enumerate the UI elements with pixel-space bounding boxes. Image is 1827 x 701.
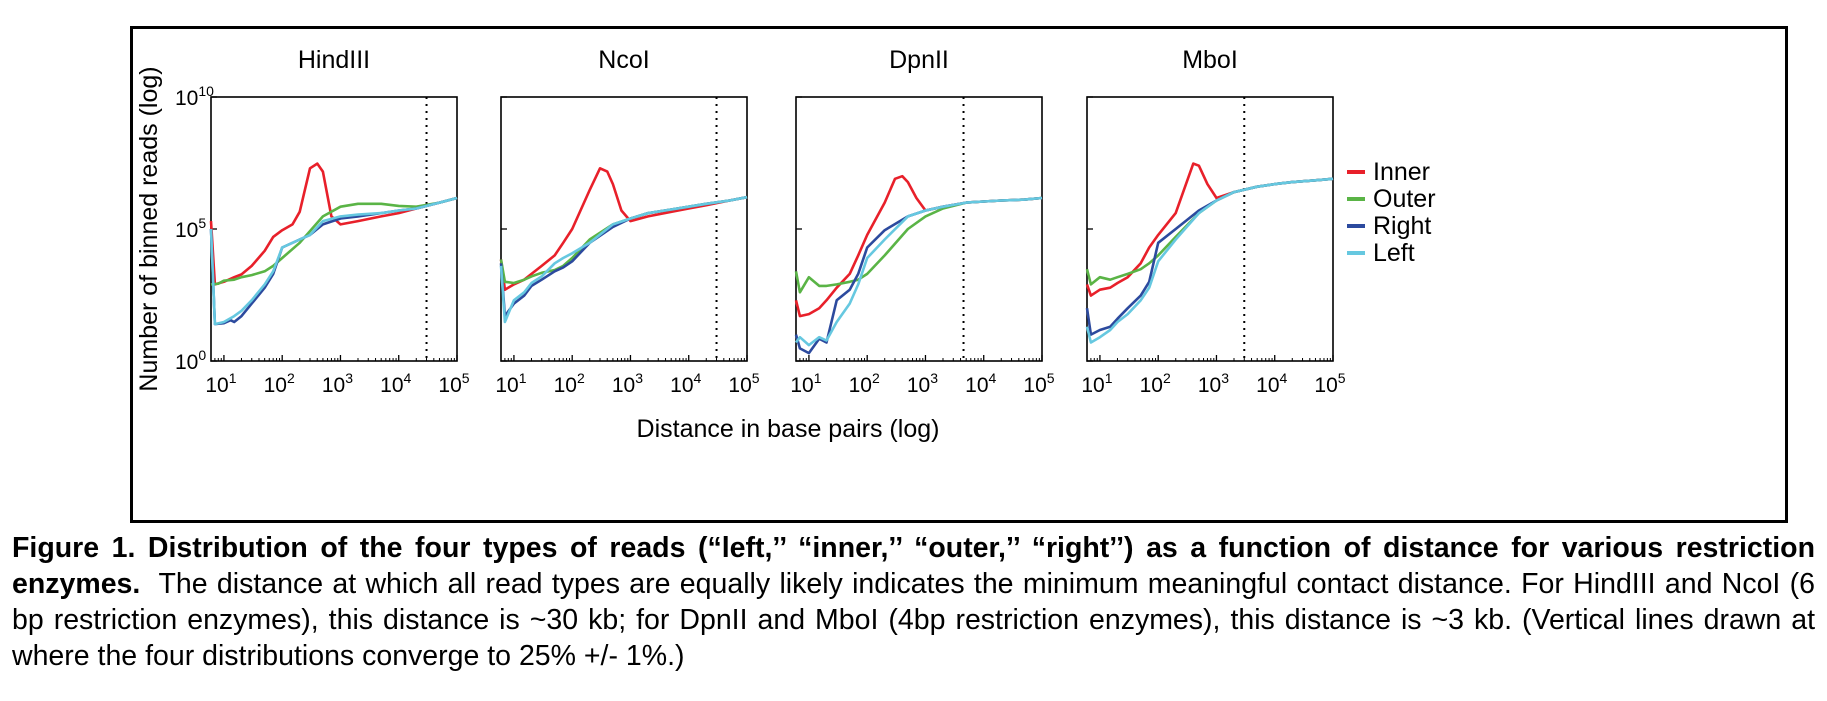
- caption-title: Figure 1. Distribution of the four types…: [12, 532, 1815, 600]
- plot-frame: [500, 96, 748, 362]
- x-tick-label: 102: [264, 370, 295, 397]
- panel-mboi: MboI 101 102 103 104 105: [1081, 46, 1345, 397]
- panel-title: HindIII: [298, 46, 370, 74]
- legend-label-left: Left: [1373, 239, 1415, 267]
- series-line-inner: [794, 174, 1043, 318]
- y-tick-label: 100: [175, 347, 206, 374]
- caption-body: The distance at which all read types are…: [12, 568, 1816, 672]
- legend-label-outer: Outer: [1373, 185, 1436, 213]
- legend-label-right: Right: [1373, 212, 1431, 240]
- figure-caption: Figure 1. Distribution of the four types…: [12, 530, 1815, 674]
- x-tick-label: 105: [728, 370, 759, 397]
- figure-frame: HindIII 101 102 103 104 105 100 105 1010 NcoI 101 1…: [130, 26, 1788, 523]
- x-axis-label: Distance in base pairs (log): [637, 415, 940, 443]
- panel-dpnii: DpnII 101 102 103 104 105: [790, 46, 1054, 397]
- x-tick-label: 105: [438, 370, 469, 397]
- panel-hindiii: HindIII 101 102 103 104 105 100 105 1010: [175, 46, 470, 397]
- plot-frame: [210, 96, 458, 362]
- chart-figure: HindIII 101 102 103 104 105 100 105 1010 NcoI 101 1…: [135, 46, 1436, 443]
- legend-label-inner: Inner: [1373, 158, 1430, 186]
- series-line-left: [1085, 177, 1334, 344]
- x-tick-label: 103: [1198, 370, 1229, 397]
- x-tick-label: 103: [907, 370, 938, 397]
- panel-ncoi: NcoI 101 102 103 104 105: [495, 46, 759, 397]
- y-tick-label: 105: [175, 215, 206, 242]
- x-tick-label: 104: [380, 370, 411, 397]
- series-line-right: [1085, 177, 1334, 336]
- series-line-left: [794, 196, 1043, 347]
- x-tick-label: 101: [1081, 370, 1112, 397]
- x-tick-label: 101: [495, 370, 526, 397]
- panel-title: DpnII: [889, 46, 949, 74]
- x-tick-label: 104: [965, 370, 996, 397]
- x-tick-label: 105: [1023, 370, 1054, 397]
- panel-title: MboI: [1182, 46, 1238, 74]
- x-tick-label: 102: [849, 370, 880, 397]
- series-line-inner: [499, 167, 748, 292]
- x-tick-label: 104: [670, 370, 701, 397]
- x-tick-label: 101: [205, 370, 236, 397]
- x-tick-label: 103: [612, 370, 643, 397]
- panel-title: NcoI: [598, 46, 649, 74]
- x-tick-label: 103: [322, 370, 353, 397]
- x-tick-label: 105: [1314, 370, 1345, 397]
- x-tick-label: 101: [790, 370, 821, 397]
- series-line-left: [209, 196, 458, 326]
- x-tick-label: 102: [554, 370, 585, 397]
- x-tick-label: 102: [1140, 370, 1171, 397]
- series-line-left: [499, 195, 748, 324]
- plot-frame: [1086, 96, 1334, 362]
- y-tick-label: 1010: [175, 83, 214, 110]
- series-line-outer: [1085, 177, 1334, 286]
- series-line-inner: [209, 162, 458, 286]
- y-axis-label: Number of binned reads (log): [135, 66, 163, 391]
- series-line-outer: [210, 196, 458, 286]
- x-tick-label: 104: [1256, 370, 1287, 397]
